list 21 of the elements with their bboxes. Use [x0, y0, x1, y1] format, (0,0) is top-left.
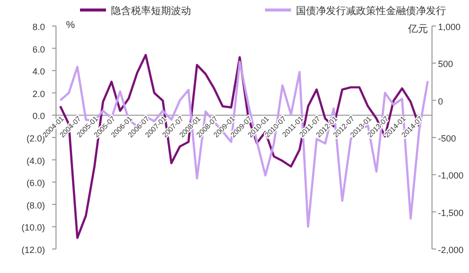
y-tick-label: (12.0)	[21, 245, 45, 255]
y-tick-label: 6.0	[32, 44, 45, 54]
y2-tick-label: -1,500	[438, 208, 464, 218]
y-tick-label: 2.0	[32, 88, 45, 99]
y2-axis-title: 亿元	[407, 24, 428, 35]
y-tick-label: 4.0	[32, 66, 45, 77]
y-tick-label: (8.0)	[26, 200, 45, 210]
y2-tick-label: 1,000	[438, 22, 461, 32]
y2-tick-label: -2,000	[438, 245, 464, 255]
y-tick-label: 0.0	[32, 111, 45, 122]
y-tick-label: (10.0)	[21, 222, 45, 233]
y-tick-label: (6.0)	[26, 178, 45, 188]
y-axis-title: %	[66, 20, 75, 31]
y-tick-label: 8.0	[32, 22, 45, 32]
y2-tick-label: 0	[438, 96, 444, 106]
y-tick-label: (4.0)	[26, 156, 45, 166]
y2-tick-label: -500	[438, 134, 456, 144]
y2-tick-label: -1,000	[438, 170, 464, 181]
legend-label: 隐含税率短期波动	[111, 5, 191, 17]
legend-label: 国债净发行减政策性金融债净发行	[296, 5, 446, 17]
y2-tick-label: 500	[438, 59, 454, 70]
